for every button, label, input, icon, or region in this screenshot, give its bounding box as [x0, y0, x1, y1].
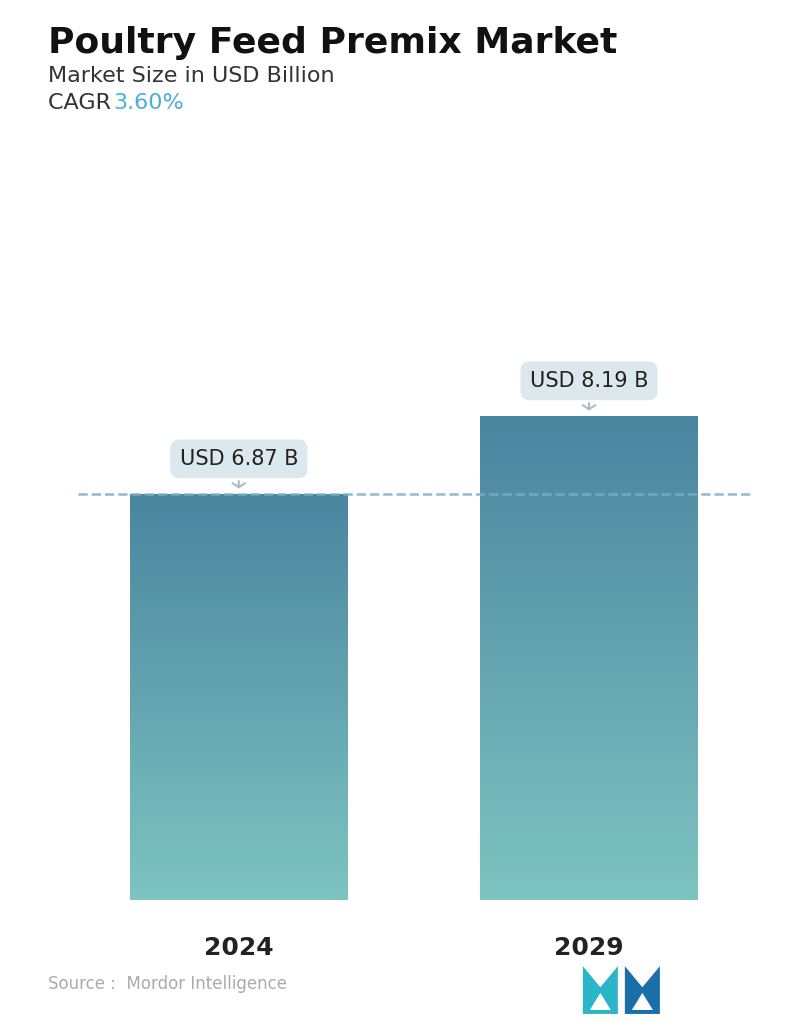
- Polygon shape: [632, 993, 653, 1010]
- Text: 2029: 2029: [554, 936, 624, 960]
- Text: Poultry Feed Premix Market: Poultry Feed Premix Market: [48, 26, 617, 60]
- Text: CAGR: CAGR: [48, 93, 125, 113]
- Polygon shape: [590, 993, 611, 1010]
- Polygon shape: [625, 966, 660, 1014]
- Polygon shape: [583, 966, 618, 1014]
- Text: USD 6.87 B: USD 6.87 B: [180, 449, 298, 487]
- Text: 3.60%: 3.60%: [113, 93, 184, 113]
- Text: Market Size in USD Billion: Market Size in USD Billion: [48, 66, 334, 86]
- Text: 2024: 2024: [204, 936, 274, 960]
- Text: Source :  Mordor Intelligence: Source : Mordor Intelligence: [48, 975, 287, 993]
- Text: USD 8.19 B: USD 8.19 B: [530, 371, 648, 409]
